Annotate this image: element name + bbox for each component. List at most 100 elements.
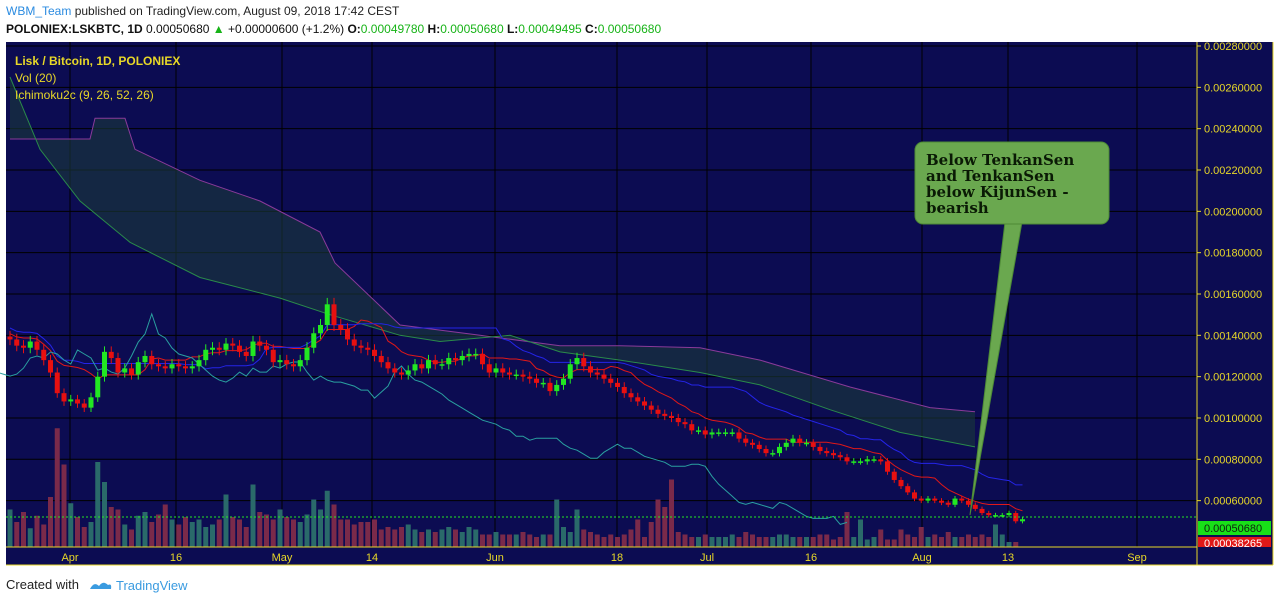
volume-bar: [365, 522, 371, 547]
candle-body: [412, 364, 418, 371]
volume-bar: [156, 514, 161, 547]
candle-body: [48, 360, 53, 373]
volume-bar: [513, 534, 519, 547]
volume-bar: [196, 519, 202, 547]
volume-bar: [837, 537, 843, 547]
published-text: published on TradingView.com, August 09,…: [74, 4, 400, 18]
legend-ichimoku: Ichimoku2c (9, 26, 52, 26): [15, 88, 154, 102]
candle-body: [446, 358, 452, 365]
volume-bar: [277, 509, 283, 547]
low-value: 0.00049495: [518, 22, 582, 36]
volume-bar: [770, 537, 776, 547]
volume-bar: [480, 534, 485, 547]
price-axis: [1197, 42, 1273, 547]
volume-bar: [540, 534, 546, 547]
volume-bar: [682, 534, 688, 547]
candle-body: [621, 386, 627, 394]
candle-body: [567, 364, 573, 379]
annotation-line-1: Below TenkanSen: [926, 151, 1074, 169]
candle-body: [594, 372, 600, 375]
candle-body: [520, 374, 526, 377]
volume-bar: [88, 522, 94, 547]
candle-body: [885, 461, 890, 472]
up-arrow-icon: ▲: [212, 22, 225, 36]
high-label: H:: [427, 22, 441, 36]
candle-body: [689, 424, 695, 431]
volume-bar: [810, 537, 816, 547]
candle-body: [858, 461, 863, 463]
tradingview-brand[interactable]: TradingView: [116, 578, 188, 593]
volume-ma-tag-label: 0.00038265: [1204, 538, 1262, 550]
volume-bar: [898, 529, 904, 547]
volume-bar: [338, 519, 344, 547]
candle-body: [979, 508, 985, 514]
candle-body: [156, 364, 161, 367]
candle-body: [372, 349, 377, 356]
candle-body: [21, 345, 26, 348]
candle-body: [513, 374, 519, 377]
senkou-a-line: [9, 76, 976, 448]
candle-body: [810, 442, 816, 447]
candle-body: [149, 355, 155, 365]
candle-body: [561, 378, 566, 385]
volume-bar: [891, 539, 897, 547]
candle-body: [480, 353, 485, 365]
volume-ma-tag: [1198, 537, 1271, 547]
volume-bar: [108, 507, 114, 547]
y-tick-label: 0.00080000: [1204, 454, 1262, 466]
volume-bar: [439, 529, 445, 547]
x-tick-label: Aug: [912, 552, 932, 564]
y-tick-label: 0.00240000: [1204, 124, 1262, 136]
x-tick-label: Jun: [486, 552, 504, 564]
candle-body: [27, 341, 33, 348]
volume-bar: [189, 522, 195, 547]
candle-body: [385, 362, 391, 369]
candle-body: [473, 353, 479, 356]
volume-bar: [507, 534, 512, 547]
candle-body: [608, 378, 614, 383]
candle-body: [993, 515, 998, 517]
candle-body: [34, 341, 40, 350]
author-link[interactable]: WBM_Team: [6, 4, 72, 18]
y-tick-label: 0.00120000: [1204, 372, 1262, 384]
candle-body: [837, 455, 843, 458]
candle-body: [527, 376, 533, 379]
candle-body: [486, 364, 492, 373]
candle-body: [237, 345, 242, 352]
tradingview-logo[interactable]: TradingView: [88, 577, 208, 595]
candle-body: [169, 364, 175, 369]
volume-bar: [1006, 542, 1012, 547]
candle-body: [534, 378, 539, 383]
candle-body: [615, 382, 620, 387]
cloud-icon: [90, 582, 112, 589]
candle-body: [797, 438, 803, 443]
volume-bar: [979, 534, 985, 547]
volume-bar: [966, 534, 971, 547]
volume-bar: [797, 537, 803, 547]
x-tick-label: Jul: [700, 552, 714, 564]
volume-bar: [486, 534, 492, 547]
candle-body: [432, 360, 438, 365]
volume-bar: [378, 529, 384, 547]
volume-bar: [858, 519, 863, 547]
volume-bar: [790, 537, 796, 547]
candle-body: [135, 362, 141, 375]
volume-bar: [95, 462, 101, 547]
candle-body: [196, 360, 202, 367]
volume-bar: [243, 527, 249, 547]
volume-bar: [986, 537, 992, 547]
annotation-callout: [914, 141, 1110, 225]
y-tick-label: 0.00260000: [1204, 82, 1262, 94]
candle-body: [419, 364, 425, 369]
volume-bar: [405, 524, 411, 547]
volume-bar: [675, 532, 681, 547]
candlestick-chart[interactable]: 0.00280000 0.00260000 0.00240000 0.00220000…: [0, 40, 1274, 568]
volume-bar: [297, 522, 303, 547]
candle-body: [81, 403, 87, 408]
volume-bar: [824, 534, 830, 547]
candle-body: [75, 399, 80, 404]
volume-bar: [399, 527, 404, 547]
candle-body: [291, 364, 296, 367]
candle-body: [304, 347, 310, 361]
y-tick-label: 0.00140000: [1204, 330, 1262, 342]
